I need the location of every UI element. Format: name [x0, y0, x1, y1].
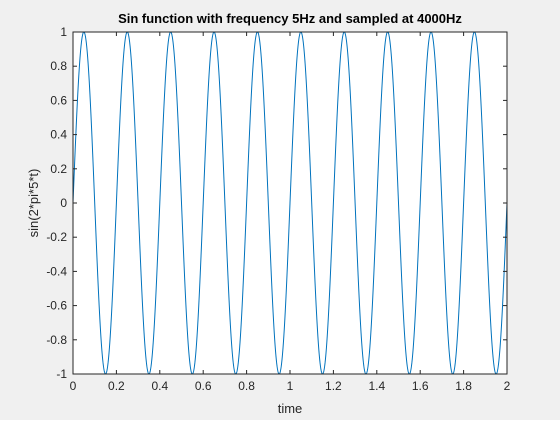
y-tick-label: 0.8 — [50, 59, 67, 73]
y-tick-label: -1 — [56, 367, 67, 381]
tick-layer: 0 0.2 0.4 0.6 0.8 1 1.2 1.4 1.6 1.8 2 -1 -0.8 -0.6 -0.… — [46, 25, 510, 393]
x-tick-label: 2 — [504, 379, 511, 393]
sine-series-line — [72, 31, 508, 375]
y-tick-label: -0.4 — [46, 264, 67, 278]
x-tick-label: 0.6 — [195, 379, 212, 393]
y-tick-label: -0.2 — [46, 230, 67, 244]
y-tick-label: 0.6 — [50, 93, 67, 107]
y-tick-label: -0.8 — [46, 333, 67, 347]
x-tick-label: 1.8 — [455, 379, 472, 393]
x-tick-label: 0.2 — [108, 379, 125, 393]
x-axis-label: time — [278, 401, 303, 416]
x-tick-label: 1.2 — [325, 379, 342, 393]
axes-box — [72, 31, 508, 375]
y-tick-label: -0.6 — [46, 299, 67, 313]
y-tick-label: 0 — [60, 196, 67, 210]
x-tick-label: 1 — [287, 379, 294, 393]
x-tick-label: 1.4 — [368, 379, 385, 393]
x-tick-label: 0 — [70, 379, 77, 393]
y-axis-label: sin(2*pi*5*t) — [26, 169, 41, 238]
x-tick-label: 0.4 — [151, 379, 168, 393]
y-tick-label: 0.4 — [50, 128, 67, 142]
x-tick-label: 0.8 — [238, 379, 255, 393]
chart-title: Sin function with frequency 5Hz and samp… — [118, 11, 462, 26]
plot-layer — [72, 31, 508, 375]
y-tick-label: 0.2 — [50, 162, 67, 176]
x-tick-label: 1.6 — [412, 379, 429, 393]
y-tick-label: 1 — [60, 25, 67, 39]
